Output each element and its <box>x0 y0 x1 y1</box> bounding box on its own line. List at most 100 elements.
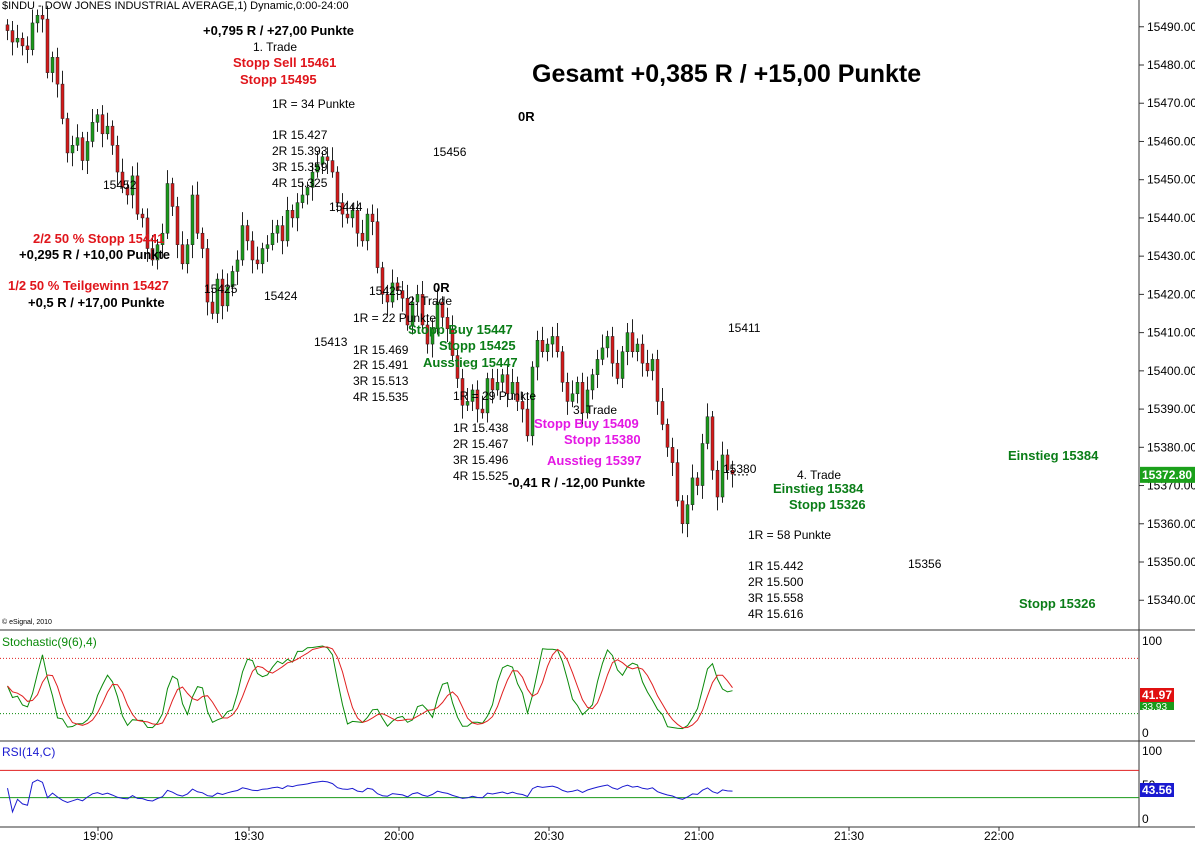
candle-body <box>260 248 265 265</box>
candle-body <box>545 343 550 352</box>
price-label-15425a: 15425 <box>204 282 238 296</box>
candle-body <box>205 248 210 303</box>
price-label-15356: 15356 <box>908 557 942 571</box>
y-tick-label: 15450.00 <box>1147 173 1195 187</box>
trade3-result: -0,41 R / -12,00 Punkte <box>508 475 646 490</box>
candle-body <box>665 424 670 448</box>
trade1-target-2: 2R 15.393 <box>272 144 328 158</box>
candle-body <box>700 443 705 486</box>
candle-body <box>585 389 590 414</box>
candle-body <box>645 362 650 372</box>
candle-body <box>575 382 580 395</box>
trade3-risk: 1R = 29 Punkte <box>453 389 537 403</box>
rsi-value-label: 43.56 <box>1142 783 1172 797</box>
candle-body <box>255 259 260 265</box>
partial-stop-result: +0,295 R / +10,00 Punkte <box>19 247 171 262</box>
candle-body <box>475 389 480 410</box>
candle-body <box>430 328 435 345</box>
trade4-risk: 1R = 58 Punkte <box>748 528 832 542</box>
price-label-15456: 15456 <box>433 145 467 159</box>
stoch-tick-100: 100 <box>1142 634 1162 648</box>
stoch-k-line <box>7 645 733 730</box>
candle-body <box>120 171 125 188</box>
stoch-d-line <box>7 646 733 729</box>
price-label-15413: 15413 <box>314 335 348 349</box>
stoch-value-label: 41.97 <box>1142 688 1172 702</box>
candle-body <box>295 202 300 219</box>
trade4-stop: Stopp 15326 <box>789 497 866 512</box>
candle-body <box>65 118 70 154</box>
y-tick-label: 15360.00 <box>1147 517 1195 531</box>
candle-body <box>170 183 175 207</box>
rsi-line <box>7 779 733 814</box>
candle-body <box>20 37 25 47</box>
y-tick-label: 15410.00 <box>1147 326 1195 340</box>
candle-body <box>80 137 85 161</box>
candle-body <box>680 500 685 525</box>
candle-body <box>630 332 635 352</box>
trade2-exit: Ausstieg 15447 <box>423 355 518 370</box>
trade3-title: 3. Trade <box>573 403 618 417</box>
trade3-target-4: 4R 15.525 <box>453 469 509 483</box>
candle-body <box>345 213 350 219</box>
trade2-stop: Stopp 15425 <box>439 338 516 353</box>
candle-body <box>280 225 285 242</box>
trade2-target-1: 1R 15.469 <box>353 343 409 357</box>
candle-body <box>60 83 65 119</box>
candle-body <box>515 382 520 402</box>
candle-body <box>720 454 725 498</box>
right-entry-label: Einstieg 15384 <box>1008 448 1099 463</box>
candle-body <box>555 336 560 352</box>
candle-body <box>710 416 715 471</box>
candle-body <box>420 294 425 326</box>
candle-body <box>50 57 55 73</box>
candle-body <box>10 30 15 43</box>
candle-body <box>305 187 310 196</box>
candle-body <box>115 145 120 173</box>
x-tick-label: 19:00 <box>83 829 113 841</box>
stoch-value-label-2: 33.93 <box>1142 702 1167 713</box>
candle-body <box>530 366 535 437</box>
y-tick-label: 15340.00 <box>1147 593 1195 607</box>
candle-body <box>90 122 95 142</box>
price-label-15425b: 15425 <box>369 284 403 298</box>
candle-body <box>235 259 240 272</box>
stoch-tick-0: 0 <box>1142 726 1149 740</box>
copyright-label: © eSignal, 2010 <box>2 618 52 626</box>
candle-body <box>620 351 625 379</box>
y-tick-label: 15460.00 <box>1147 134 1195 148</box>
candle-body <box>15 37 20 43</box>
x-tick-label: 20:30 <box>534 829 564 841</box>
candle-body <box>540 340 545 352</box>
candle-body <box>625 332 630 352</box>
rsi-panel-label: RSI(14,C) <box>2 745 55 759</box>
candle-body <box>590 374 595 391</box>
candle-body <box>85 141 90 161</box>
candle-body <box>200 232 205 249</box>
trade3-target-2: 2R 15.467 <box>453 437 509 451</box>
candle-body <box>190 194 195 245</box>
x-tick-label: 20:00 <box>384 829 414 841</box>
price-label-15411: 15411 <box>728 321 761 335</box>
candle-body <box>320 156 325 165</box>
trade4-entry: Einstieg 15384 <box>773 481 864 496</box>
candle-body <box>455 355 460 379</box>
candle-body <box>695 477 700 486</box>
trade2-title: 2. Trade <box>408 294 453 308</box>
y-tick-label: 15430.00 <box>1147 249 1195 263</box>
stoch-panel-label: Stochastic(9(6),4) <box>2 635 97 649</box>
trade3-stop: Stopp 15380 <box>564 432 641 447</box>
candle-body <box>570 393 575 402</box>
candle-body <box>160 232 165 245</box>
trade1-result: +0,795 R / +27,00 Punkte <box>203 23 355 38</box>
candle-body <box>505 374 510 395</box>
candle-body <box>155 244 160 261</box>
candle-body <box>310 171 315 188</box>
candle-body <box>395 282 400 291</box>
candle-body <box>520 401 525 410</box>
candle-body <box>185 244 190 265</box>
candle-body <box>385 294 390 303</box>
partial-profit-result: +0,5 R / +17,00 Punkte <box>28 295 165 310</box>
y-tick-label: 15440.00 <box>1147 211 1195 225</box>
candle-body <box>690 477 695 505</box>
